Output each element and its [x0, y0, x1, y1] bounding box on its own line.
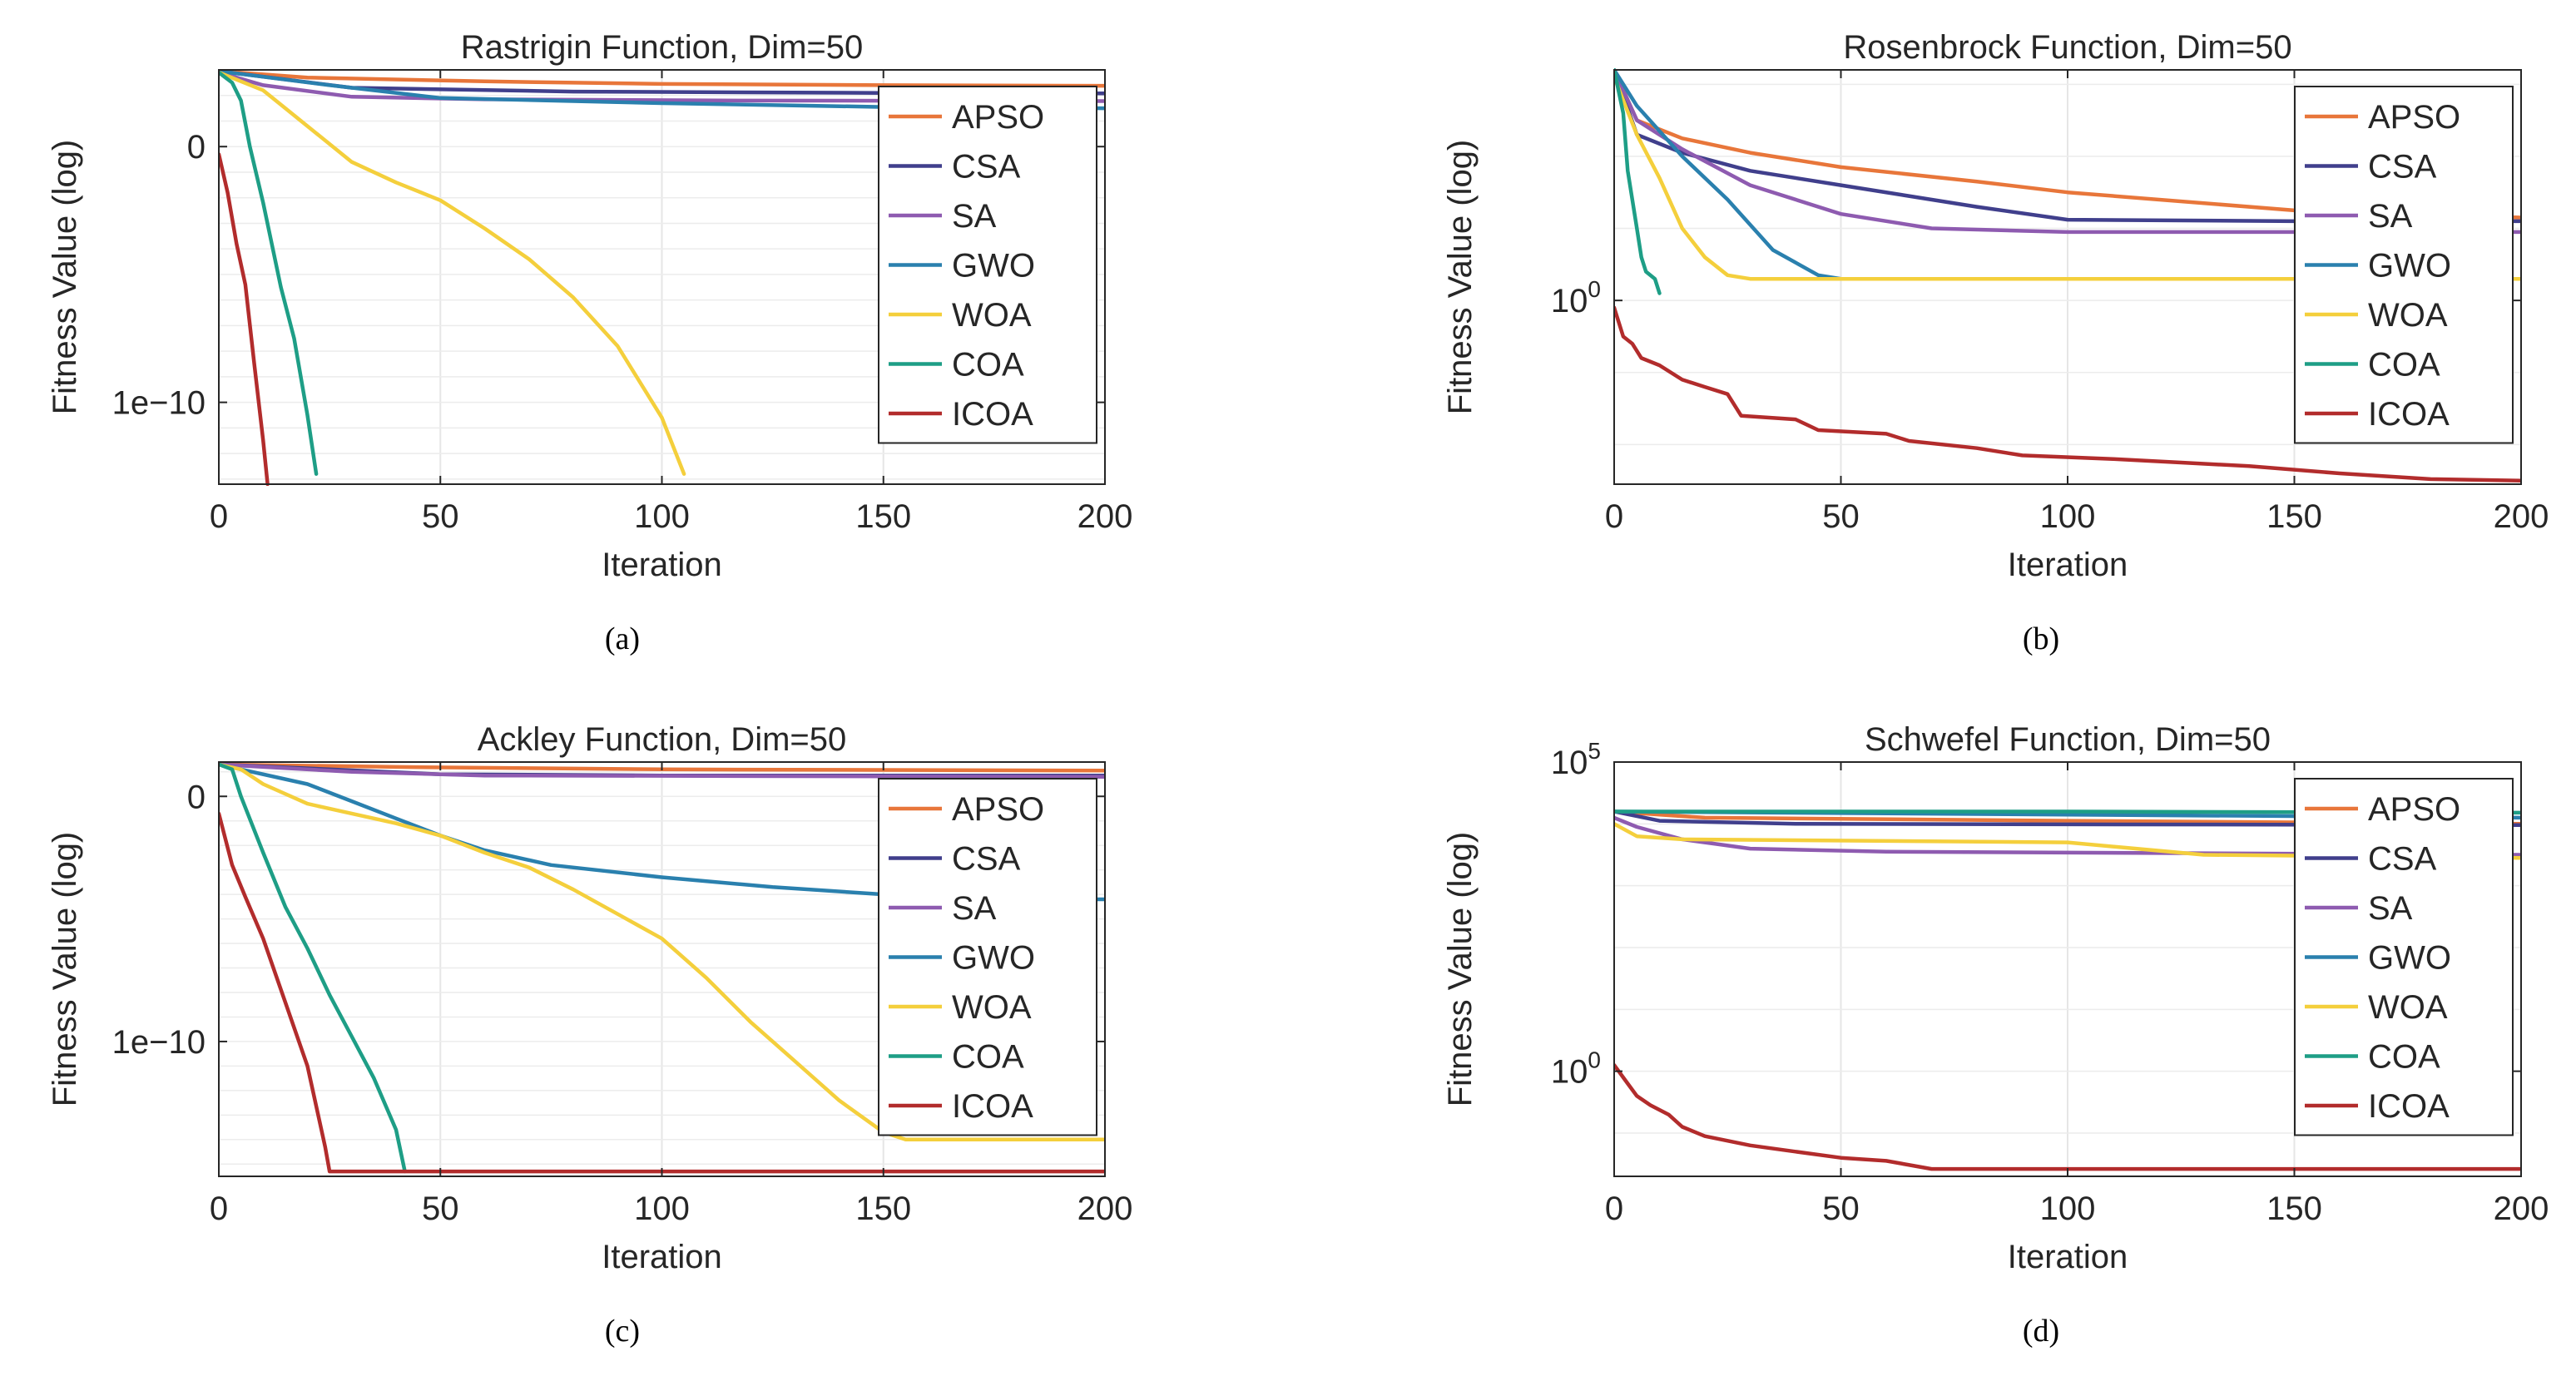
- series-line-icoa: [1614, 305, 2521, 483]
- legend-label: WOA: [952, 297, 1032, 334]
- legend-label: GWO: [2368, 940, 2451, 977]
- legend-label: WOA: [952, 989, 1032, 1026]
- series-line-woa: [219, 70, 686, 476]
- x-tick-label: 50: [422, 498, 459, 535]
- caption: (b): [2023, 621, 2059, 656]
- x-tick-label: 50: [1822, 1190, 1860, 1227]
- y-tick-label: 100: [1551, 1047, 1601, 1091]
- chart-panel-1: 0 50 100 150 200 0 1e−10 Rastrigin Function, Di…: [47, 29, 1132, 583]
- legend-label: ICOA: [2368, 1088, 2450, 1125]
- legend-label: COA: [2368, 1039, 2440, 1076]
- x-axis-label: Iteration: [602, 1239, 722, 1275]
- series-line-sa: [219, 70, 1105, 103]
- series-line-woa: [1614, 75, 2521, 281]
- y-tick-label: 1e−10: [112, 1024, 206, 1061]
- x-tick-label: 100: [2040, 498, 2096, 535]
- legend-label: COA: [2368, 347, 2440, 384]
- legend-label: APSO: [2368, 99, 2460, 136]
- y-tick-label: 100: [1551, 276, 1601, 319]
- x-tick-label: 50: [1822, 498, 1860, 535]
- series-line-coa: [219, 70, 319, 476]
- chart-panel-4: 0 50 100 150 200 100 105 Schwefel Function, Dim…: [1442, 721, 2549, 1275]
- legend-label: GWO: [952, 940, 1035, 977]
- series-line-apso: [219, 69, 1105, 88]
- chart-title: Rastrigin Function, Dim=50: [461, 29, 864, 66]
- x-tick-label: 150: [2266, 1190, 2322, 1227]
- legend-label: CSA: [952, 149, 1021, 186]
- legend-label: CSA: [2368, 149, 2437, 186]
- y-axis-label: Fitness Value (log): [47, 832, 83, 1107]
- legend-label: SA: [952, 890, 997, 927]
- legend-label: APSO: [2368, 791, 2460, 828]
- x-tick-label: 100: [2040, 1190, 2096, 1227]
- chart-title: Ackley Function, Dim=50: [478, 721, 847, 758]
- x-tick-label: 0: [210, 1190, 228, 1227]
- y-tick-label: 0: [187, 779, 206, 815]
- series-line-csa: [1614, 809, 2521, 828]
- legend-label: ICOA: [2368, 396, 2450, 433]
- caption: (a): [605, 621, 640, 656]
- series-line-woa: [1614, 822, 2521, 860]
- y-axis-label: Fitness Value (log): [1442, 140, 1479, 415]
- legend-label: SA: [2368, 890, 2413, 927]
- x-tick-label: 100: [634, 498, 690, 535]
- series-line-apso: [1614, 68, 2521, 220]
- series-line-icoa: [219, 811, 1105, 1174]
- legend-label: COA: [952, 1039, 1024, 1076]
- series-line-coa: [219, 762, 407, 1174]
- legend-label: CSA: [2368, 841, 2437, 878]
- legend-label: SA: [952, 198, 997, 235]
- chart-panel-2: 0 50 100 150 200 100 Rosenbrock Function, Dim=…: [1442, 29, 2549, 583]
- series-line-sa: [1614, 815, 2521, 857]
- y-axis-label: Fitness Value (log): [47, 140, 83, 415]
- series-line-icoa: [219, 152, 270, 486]
- legend-label: APSO: [952, 99, 1044, 136]
- legend-label: SA: [2368, 198, 2413, 235]
- legend-label: WOA: [2368, 989, 2448, 1026]
- legend-label: CSA: [952, 841, 1021, 878]
- legend-label: GWO: [952, 248, 1035, 285]
- legend-label: WOA: [2368, 297, 2448, 334]
- legend-label: APSO: [952, 791, 1044, 828]
- series-line-sa: [1614, 68, 2521, 235]
- chart-title: Schwefel Function, Dim=50: [1865, 721, 2271, 758]
- x-tick-label: 200: [1077, 1190, 1133, 1227]
- legend: APSO CSA SA GWO WOA COA ICOA: [878, 778, 1097, 1136]
- x-axis-label: Iteration: [602, 547, 722, 583]
- x-tick-label: 200: [2494, 1190, 2549, 1227]
- x-tick-label: 150: [2266, 498, 2322, 535]
- x-tick-label: 50: [422, 1190, 459, 1227]
- y-tick-label: 1e−10: [112, 385, 206, 422]
- x-axis-label: Iteration: [2008, 1239, 2128, 1275]
- x-tick-label: 0: [210, 498, 228, 535]
- x-tick-label: 200: [1077, 498, 1133, 535]
- legend-label: ICOA: [952, 396, 1033, 433]
- series-line-icoa: [1614, 1062, 2521, 1171]
- legend: APSO CSA SA GWO WOA COA ICOA: [2294, 86, 2514, 444]
- x-tick-label: 150: [855, 498, 911, 535]
- y-tick-label: 0: [187, 129, 206, 166]
- caption: (c): [605, 1314, 640, 1349]
- y-axis-label: Fitness Value (log): [1442, 832, 1479, 1107]
- series-line-coa: [1614, 68, 1662, 295]
- y-tick-label: 105: [1551, 738, 1601, 781]
- x-tick-label: 100: [634, 1190, 690, 1227]
- series-line-csa: [1614, 68, 2521, 224]
- legend-label: GWO: [2368, 248, 2451, 285]
- legend-label: ICOA: [952, 1088, 1033, 1125]
- legend: APSO CSA SA GWO WOA COA ICOA: [2294, 778, 2514, 1136]
- x-tick-label: 150: [855, 1190, 911, 1227]
- legend: APSO CSA SA GWO WOA COA ICOA: [878, 86, 1097, 444]
- x-axis-label: Iteration: [2008, 547, 2128, 583]
- chart-title: Rosenbrock Function, Dim=50: [1843, 29, 2291, 66]
- caption: (d): [2023, 1314, 2059, 1349]
- x-tick-label: 0: [1605, 498, 1623, 535]
- x-tick-label: 200: [2494, 498, 2549, 535]
- series-line-sa: [219, 762, 1105, 779]
- series-line-woa: [219, 762, 1105, 1142]
- chart-panel-3: 0 50 100 150 200 0 1e−10 Ackley Function, Dim=5…: [47, 721, 1132, 1275]
- legend-label: COA: [952, 347, 1024, 384]
- x-tick-label: 0: [1605, 1190, 1623, 1227]
